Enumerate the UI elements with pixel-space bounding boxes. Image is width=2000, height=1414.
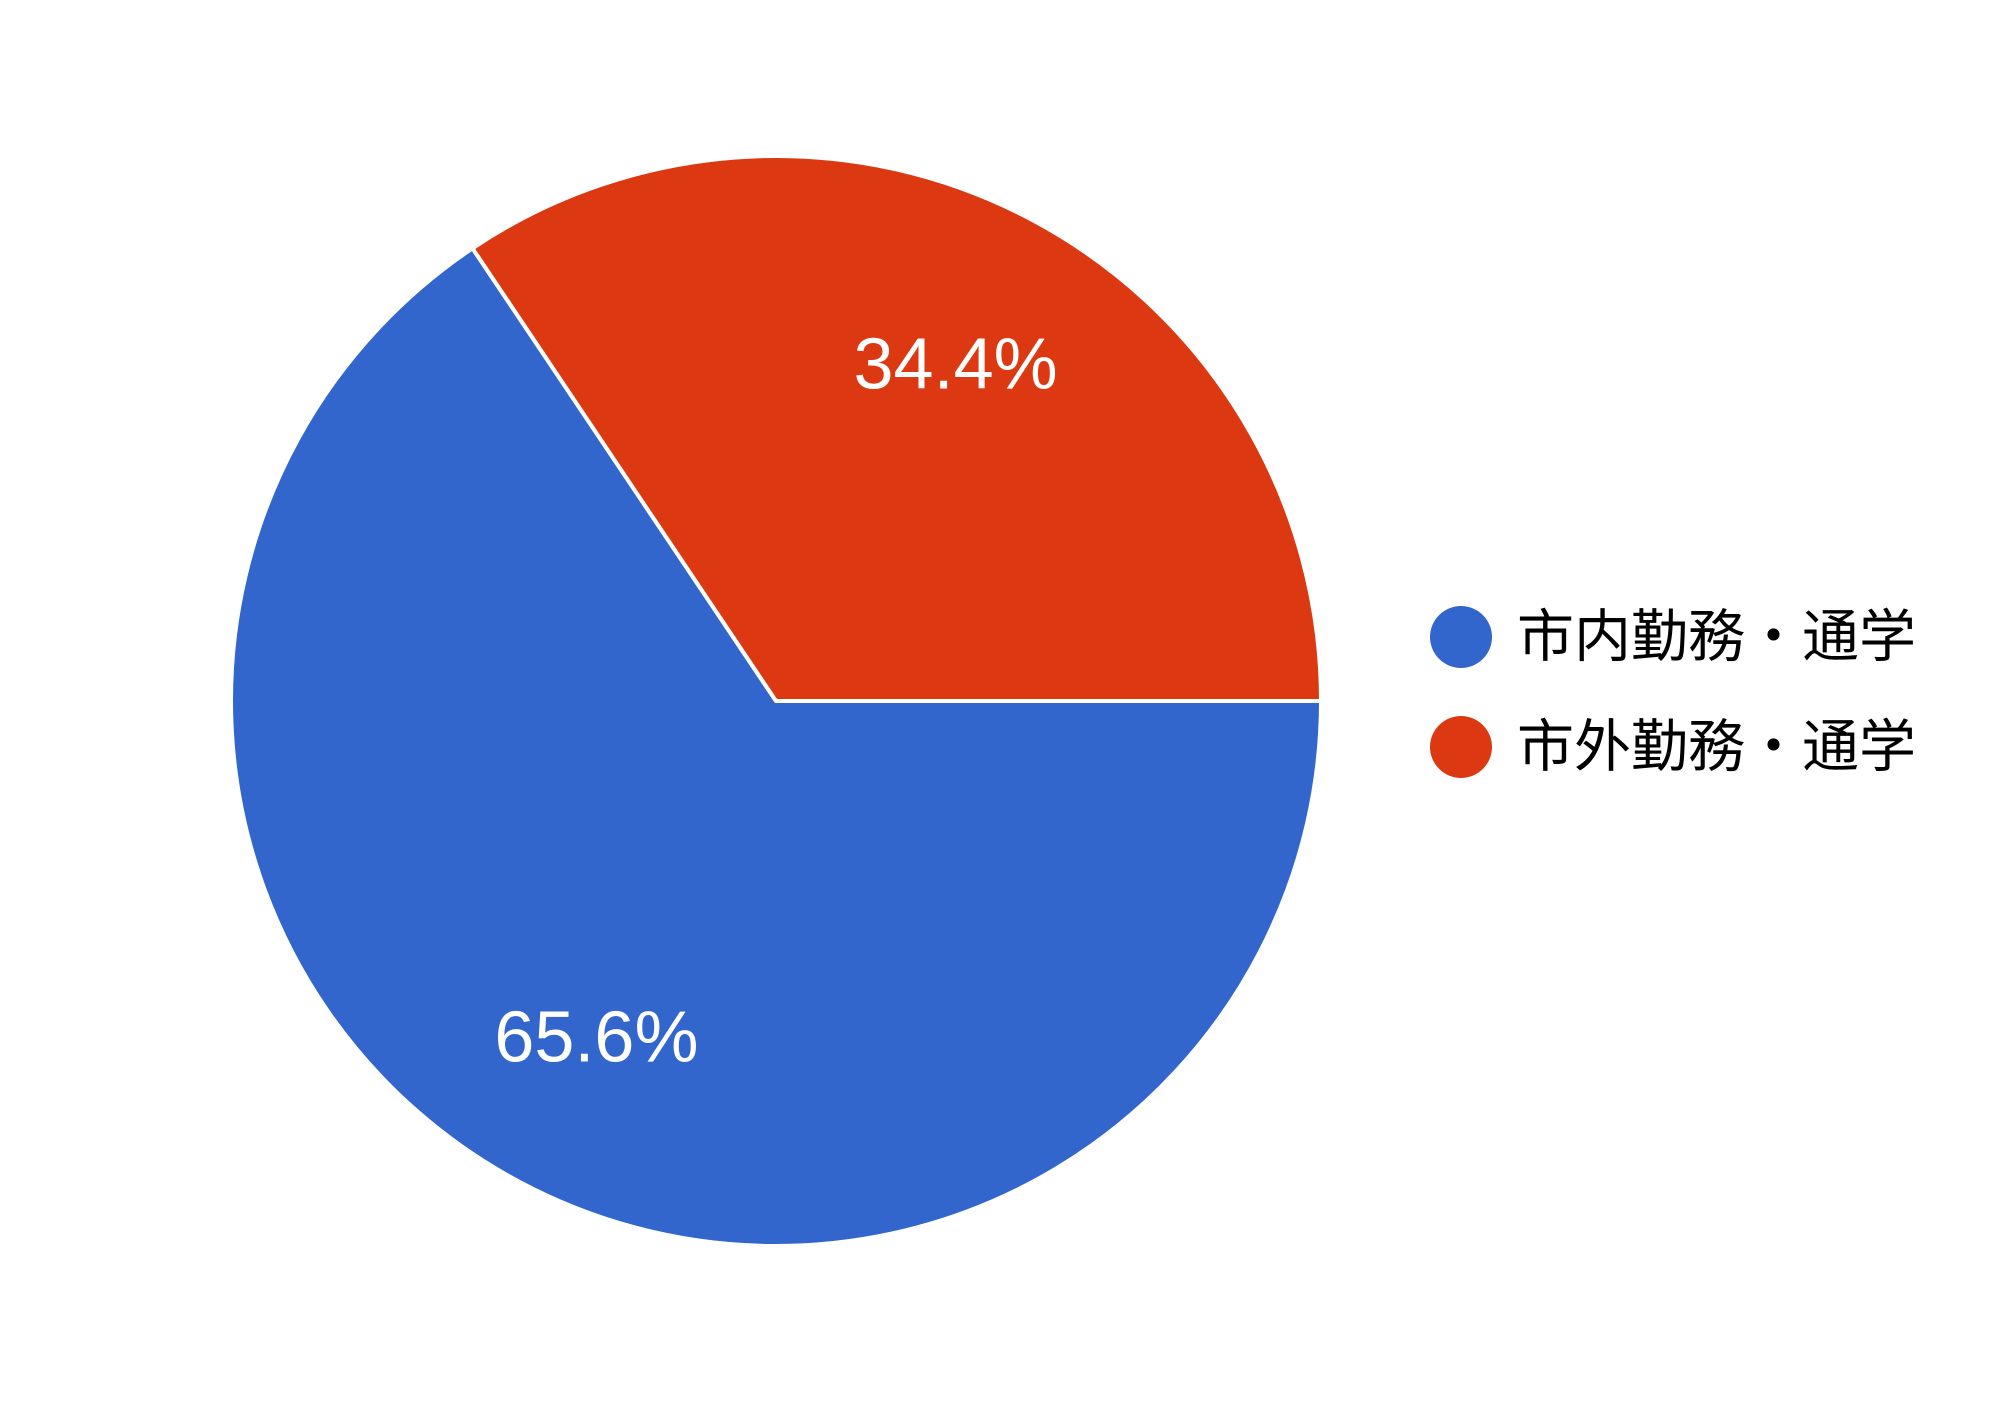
legend-swatch-icon (1430, 606, 1492, 668)
legend-item: 市外勤務・通学 (1430, 711, 1916, 783)
legend-item: 市内勤務・通学 (1430, 601, 1916, 673)
legend: 市内勤務・通学 市外勤務・通学 (1430, 601, 1916, 783)
slice-percentage-label: 65.6% (494, 998, 698, 1078)
legend-item-label: 市外勤務・通学 (1517, 714, 1916, 779)
slice-percentage-label: 34.4% (853, 324, 1057, 404)
legend-item-label: 市内勤務・通学 (1517, 604, 1916, 669)
pie-slice-1[interactable] (470, 154, 1323, 703)
pie-slice-0[interactable] (229, 246, 1323, 1248)
legend-swatch-icon (1430, 716, 1492, 778)
